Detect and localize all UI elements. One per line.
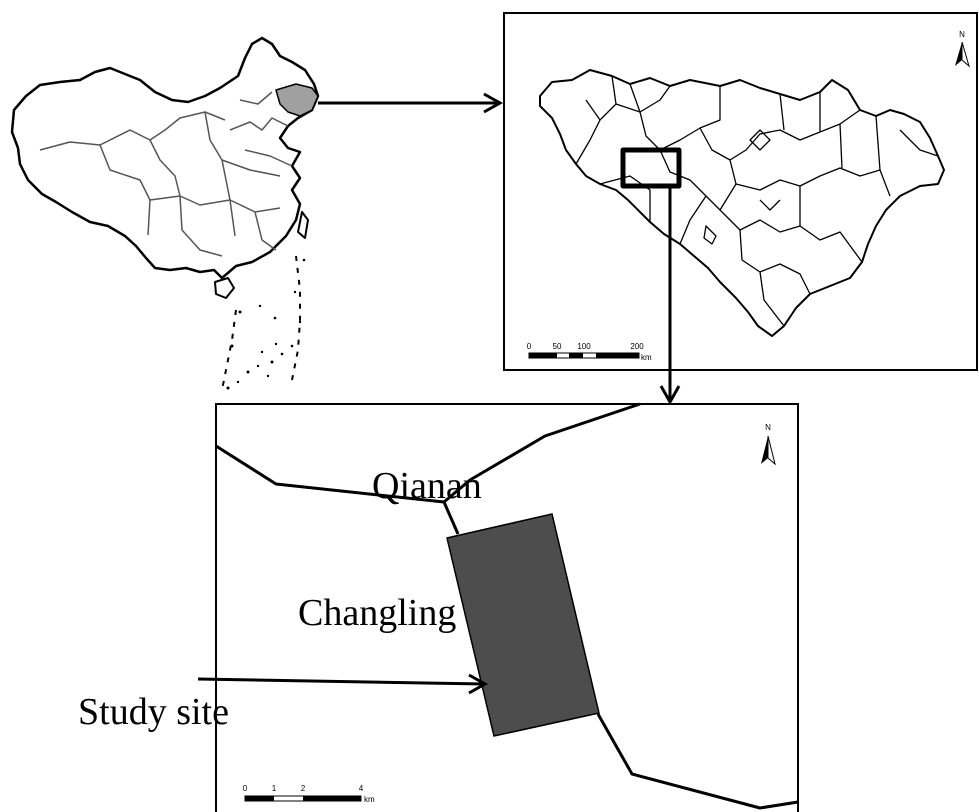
province-map	[539, 69, 945, 337]
road-lines	[215, 402, 799, 810]
china-map	[10, 36, 320, 391]
scale-unit: km	[641, 353, 652, 362]
north-arrow-province: N	[955, 30, 970, 68]
city-label-changling: Changling	[298, 592, 456, 634]
scale-site-tick-1: 1	[272, 784, 277, 793]
site-map-frame	[215, 403, 799, 812]
china-outline	[10, 36, 320, 280]
scale-site-tick-0: 0	[243, 784, 248, 793]
county-boundaries	[575, 75, 939, 327]
north-arrow-label: N	[959, 30, 965, 39]
nine-dash-line	[221, 255, 301, 391]
jilin-highlight	[275, 83, 319, 117]
province-map-frame	[503, 12, 978, 371]
provincial-boundaries	[39, 91, 293, 257]
arrow-to-site-map	[659, 186, 681, 406]
province-outline	[539, 69, 945, 337]
city-label-qianan: Qianan	[372, 465, 482, 507]
scale-bar-site: 0 1 2 4 km	[243, 784, 375, 804]
taiwan-island	[297, 211, 309, 239]
north-arrow-label-site: N	[765, 423, 771, 432]
site-map: Qianan Changling Study site N 0 1 2 4 km	[78, 402, 799, 812]
study-area	[446, 513, 600, 737]
scale-tick-0: 0	[527, 342, 532, 351]
scale-tick-100: 100	[577, 342, 591, 351]
scale-bar-province: 0 50 100 200 km	[527, 342, 652, 362]
north-arrow-site: N	[761, 423, 776, 466]
scale-site-tick-2: 2	[301, 784, 306, 793]
study-site-label: Study site	[78, 691, 229, 733]
hainan-island	[214, 277, 235, 299]
scale-site-tick-4: 4	[359, 784, 364, 793]
south-china-sea-islands	[226, 258, 306, 390]
scale-site-unit: km	[364, 795, 375, 804]
scale-tick-200: 200	[630, 342, 644, 351]
scale-tick-50: 50	[553, 342, 562, 351]
arrow-to-province-map	[318, 92, 504, 114]
study-site-arrow	[197, 673, 489, 695]
study-region-box	[620, 147, 682, 189]
